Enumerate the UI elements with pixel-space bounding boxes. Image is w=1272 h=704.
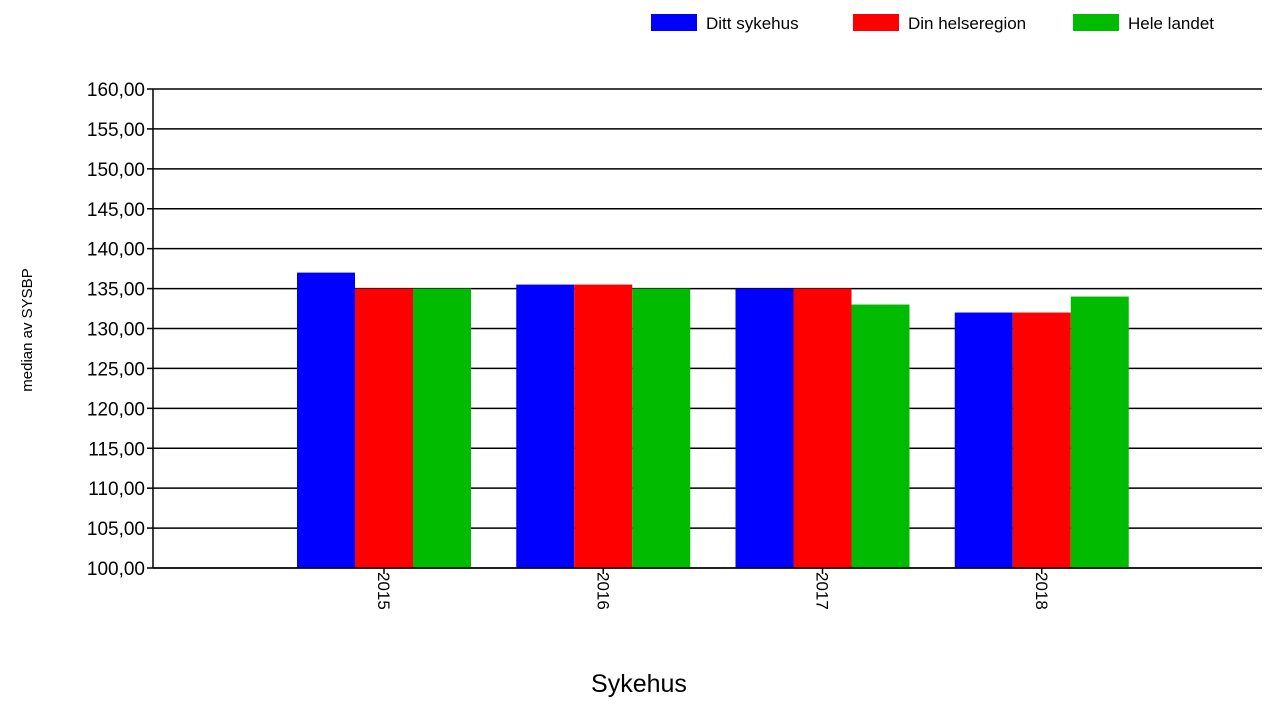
legend: Ditt sykehus Din helseregion Hele landet [651,14,1214,33]
y-tick-label: 110,00 [88,479,145,500]
x-tick-label: 2018 [1032,572,1051,610]
y-tick-label: 120,00 [87,399,145,420]
legend-swatch [651,14,697,31]
x-tick-label: 2016 [593,572,612,610]
bar-2018-hele-landet [1070,296,1129,568]
bar-2018-din-helseregion [1012,312,1071,568]
y-tick-label: 140,00 [87,240,145,261]
y-tick-label: 100,00 [87,559,145,580]
bar-2016-ditt-sykehus [516,284,575,568]
y-tick-label: 115,00 [88,439,145,460]
legend-swatch [1073,14,1119,31]
y-tick-label: 130,00 [87,320,145,341]
y-tick-label: 150,00 [87,160,145,181]
x-axis-ticks: 2015 2016 2017 2018 [374,568,1051,610]
bar-2015-din-helseregion [355,288,413,568]
x-tick-label: 2015 [374,572,393,610]
bars [297,272,1129,568]
y-tick-label: 145,00 [87,200,145,221]
legend-label: Ditt sykehus [706,14,799,33]
legend-label: Hele landet [1128,14,1214,33]
y-axis-ticks: 100,00 105,00 110,00 115,00 120,00 125,00 130,… [87,80,145,580]
bar-2015-hele-landet [413,288,471,568]
bar-2017-din-helseregion [793,288,852,568]
x-axis-title: Sykehus [591,670,687,698]
legend-label: Din helseregion [908,14,1026,33]
x-tick-label: 2017 [813,572,832,610]
legend-swatch [853,14,899,31]
y-axis-title: median av SYSBP [19,268,36,391]
bar-2016-hele-landet [632,288,691,568]
bar-2018-ditt-sykehus [954,312,1013,568]
bar-2015-ditt-sykehus [297,272,355,568]
bar-2017-ditt-sykehus [735,288,794,568]
y-tick-label: 135,00 [87,280,145,301]
y-tick-label: 125,00 [87,359,145,380]
bar-2017-hele-landet [851,304,910,568]
bar-2016-din-helseregion [574,284,633,568]
y-tick-label: 105,00 [87,519,145,540]
y-tick-label: 155,00 [87,120,145,141]
y-tick-label: 160,00 [87,80,145,101]
